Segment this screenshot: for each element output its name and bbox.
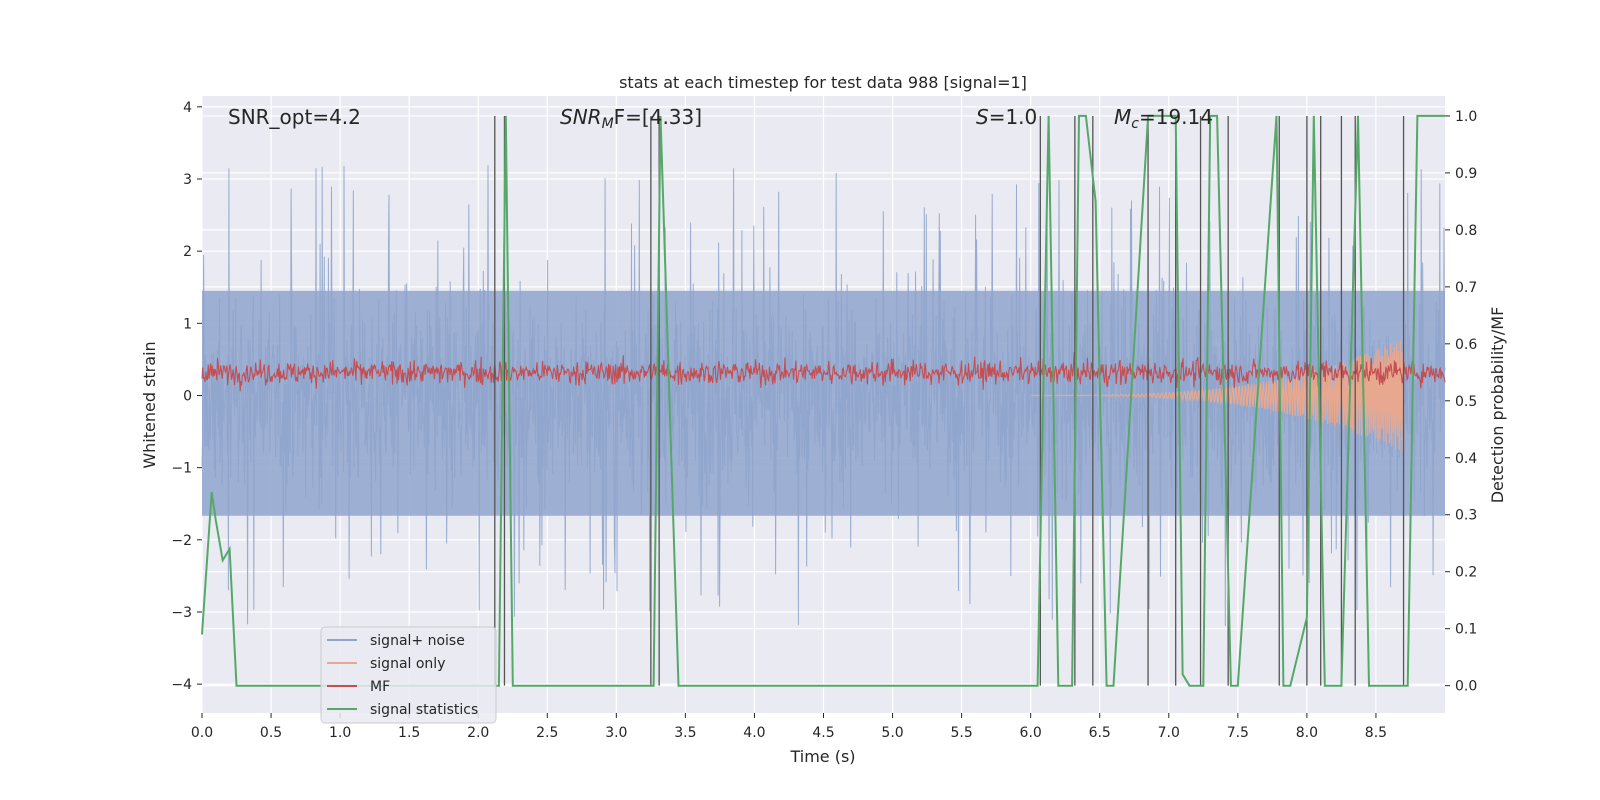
- y-axis-left-label: Whitened strain: [140, 341, 159, 468]
- y-right-tick-label: 0.5: [1455, 394, 1477, 410]
- y-right-tick-label: 0.6: [1455, 337, 1477, 353]
- y-left-tick-label: −3: [171, 605, 192, 621]
- x-tick-label: 4.5: [812, 725, 834, 741]
- x-tick-label: 7.5: [1227, 725, 1249, 741]
- chart-title: stats at each timestep for test data 988…: [619, 73, 1027, 92]
- event-markers: [494, 115, 1405, 686]
- y-left-tick-label: 3: [183, 172, 192, 188]
- y-left-tick-label: 4: [183, 100, 192, 116]
- x-tick-label: 1.5: [398, 725, 420, 741]
- signal-statistics-series: [201, 114, 1445, 687]
- x-tick-label: 8.5: [1365, 725, 1387, 741]
- legend: signal+ noise signal only MF signal stat…: [320, 626, 497, 724]
- y-left-tick-label: −4: [171, 677, 192, 693]
- y-left-tick-label: 1: [183, 316, 192, 332]
- x-tick-label: 5.5: [950, 725, 972, 741]
- legend-label-signal-statistics: signal statistics: [370, 702, 478, 718]
- legend-box: [320, 626, 497, 724]
- x-tick-label: 7.0: [1158, 725, 1180, 741]
- y-left-tick-label: −1: [171, 461, 192, 477]
- annotation-snr-opt: SNR_opt=4.2: [228, 105, 361, 129]
- y-left-tick-label: 0: [183, 388, 192, 404]
- y-right-tick-label: 0.1: [1455, 622, 1477, 638]
- x-tick-label: 2.0: [467, 725, 489, 741]
- x-tick-label: 4.0: [743, 725, 765, 741]
- x-tick-label: 2.5: [536, 725, 558, 741]
- annotation-mc: Mc=19.14: [1114, 105, 1213, 132]
- legend-label-mf: MF: [370, 679, 390, 695]
- signal-statistics-line: [201, 114, 1445, 687]
- y-left-tick-label: 2: [183, 244, 192, 260]
- y-axis-right-label: Detection probability/MF: [1488, 307, 1507, 504]
- y-right-tick-label: 0.4: [1455, 451, 1477, 467]
- x-tick-label: 0.5: [260, 725, 282, 741]
- x-axis-label: Time (s): [789, 747, 855, 766]
- x-tick-label: 1.0: [329, 725, 351, 741]
- y-right-tick-label: 0.7: [1455, 280, 1477, 296]
- annotation-s: S=1.0: [976, 105, 1037, 129]
- mf-series: [201, 351, 1446, 392]
- y-axis-right-ticks: 0.0 0.1 0.2 0.3 0.4 0.5 0.6 0.7 0.8 0.9 1.0: [1445, 109, 1477, 695]
- legend-label-signal-noise: signal+ noise: [370, 633, 465, 649]
- y-right-tick-label: 0.0: [1455, 679, 1477, 695]
- x-tick-label: 3.0: [605, 725, 627, 741]
- y-left-tick-label: −2: [171, 533, 192, 549]
- x-tick-label: 8.0: [1296, 725, 1318, 741]
- legend-label-signal-only: signal only: [370, 656, 445, 672]
- y-right-tick-label: 0.9: [1455, 166, 1477, 182]
- x-axis-ticks: 0.0 0.5 1.0 1.5 2.0 2.5 3.0 3.5 4.0 4.5 5.0 5.5 6.0 6…: [191, 713, 1387, 741]
- y-axis-left-ticks: −4 −3 −2 −1 0 1 2 3 4: [171, 100, 202, 693]
- y-right-tick-label: 1.0: [1455, 109, 1477, 125]
- y-right-tick-label: 0.8: [1455, 223, 1477, 239]
- y-right-tick-label: 0.3: [1455, 508, 1477, 524]
- x-tick-label: 3.5: [674, 725, 696, 741]
- x-tick-label: 0.0: [191, 725, 213, 741]
- y-right-tick-label: 0.2: [1455, 565, 1477, 581]
- annotation-snr-mf: SNRMF=[4.33]: [560, 105, 702, 132]
- x-tick-label: 6.5: [1089, 725, 1111, 741]
- x-tick-label: 5.0: [881, 725, 903, 741]
- x-tick-label: 6.0: [1020, 725, 1042, 741]
- mf-line: [201, 351, 1446, 392]
